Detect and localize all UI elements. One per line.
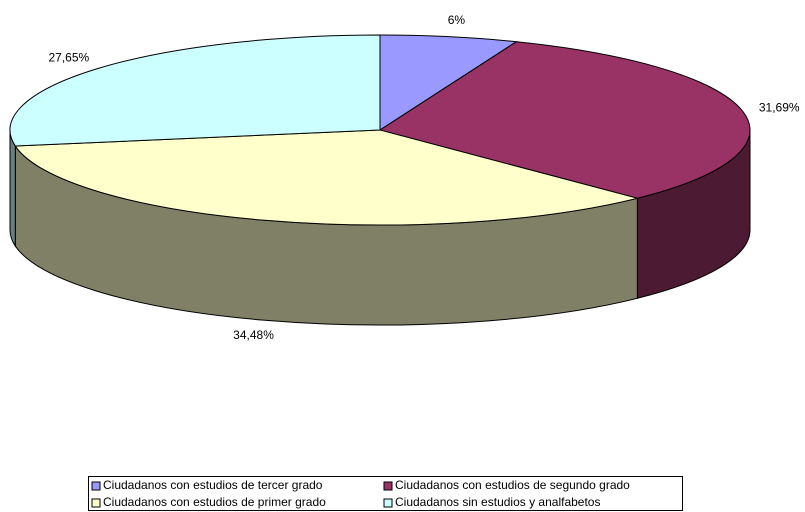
legend-label: Ciudadanos con estudios de segundo grado bbox=[395, 478, 630, 492]
pie-side bbox=[9, 129, 16, 248]
pie-slice bbox=[9, 34, 381, 147]
data-label: 27,65% bbox=[49, 51, 90, 65]
legend-label: Ciudadanos sin estudios y analfabetos bbox=[395, 495, 600, 509]
legend-swatch bbox=[91, 481, 101, 491]
data-label: 6% bbox=[448, 13, 466, 27]
legend-swatch bbox=[91, 498, 101, 508]
data-label: 31,69% bbox=[759, 101, 800, 115]
legend-label: Ciudadanos con estudios de primer grado bbox=[103, 495, 326, 509]
legend-swatch bbox=[383, 498, 393, 508]
legend: Ciudadanos con estudios de tercer grado C… bbox=[88, 476, 683, 511]
pie-slice bbox=[379, 34, 518, 131]
pie-slice bbox=[378, 41, 751, 199]
pie-slice bbox=[14, 129, 638, 226]
legend-label: Ciudadanos con estudios de tercer grado bbox=[103, 478, 323, 492]
legend-swatch bbox=[383, 481, 393, 491]
data-label: 34,48% bbox=[233, 328, 274, 342]
